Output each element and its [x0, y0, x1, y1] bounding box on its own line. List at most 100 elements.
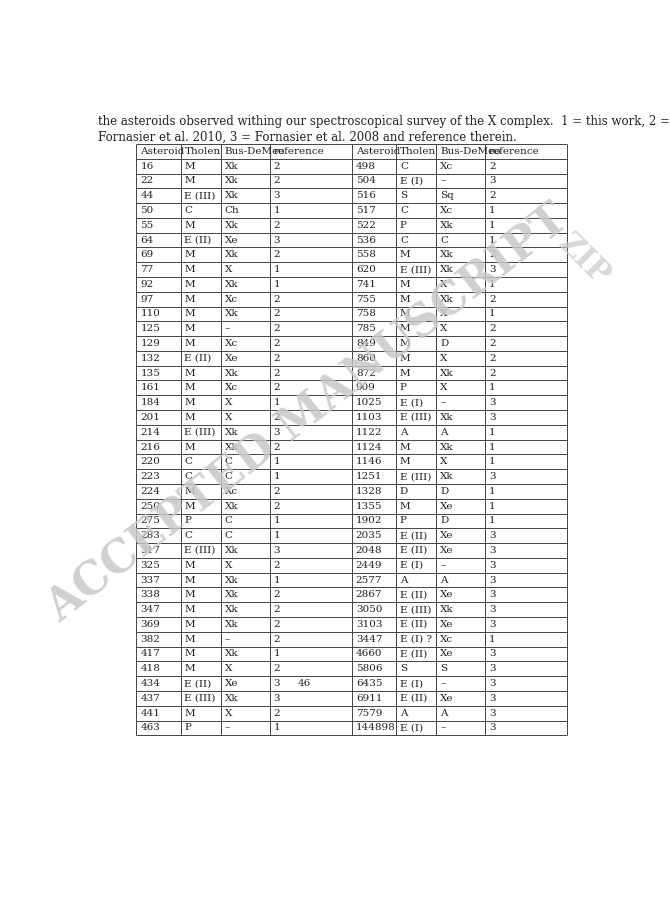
Text: 2: 2 [489, 324, 496, 333]
Text: 2: 2 [273, 339, 280, 348]
Text: 1: 1 [489, 383, 496, 392]
Text: 1: 1 [489, 502, 496, 511]
Text: ZIP: ZIP [551, 228, 616, 292]
Text: reference: reference [273, 147, 324, 156]
Text: E (II): E (II) [400, 532, 427, 541]
Text: M: M [184, 280, 195, 289]
Text: C: C [440, 235, 448, 244]
Text: 2: 2 [273, 709, 280, 718]
Text: M: M [184, 649, 195, 658]
Text: 3: 3 [489, 472, 496, 481]
Text: 1: 1 [489, 516, 496, 525]
Text: 755: 755 [356, 295, 376, 304]
Text: M: M [400, 339, 411, 348]
Text: 223: 223 [140, 472, 160, 481]
Text: 125: 125 [140, 324, 160, 333]
Text: 3: 3 [489, 694, 496, 703]
Text: E (III): E (III) [184, 427, 216, 436]
Text: E (II): E (II) [400, 590, 427, 599]
Text: 517: 517 [356, 206, 376, 215]
Text: 2: 2 [273, 162, 280, 171]
Text: 2: 2 [273, 221, 280, 230]
Text: 1: 1 [273, 280, 280, 289]
Text: 849: 849 [356, 339, 376, 348]
Text: M: M [184, 265, 195, 274]
Text: 77: 77 [140, 265, 153, 274]
Text: P: P [400, 383, 407, 392]
Text: 437: 437 [140, 694, 160, 703]
Text: E (I): E (I) [400, 724, 423, 733]
Text: Xk: Xk [225, 191, 239, 200]
Text: 338: 338 [140, 590, 160, 599]
Text: 2: 2 [489, 354, 496, 363]
Text: Tholen: Tholen [184, 147, 220, 156]
Text: 110: 110 [140, 310, 160, 319]
Text: E (I): E (I) [400, 679, 423, 688]
Text: 498: 498 [356, 162, 376, 171]
Text: Xk: Xk [440, 413, 454, 422]
Text: Xc: Xc [225, 339, 238, 348]
Text: Xk: Xk [225, 590, 239, 599]
Text: Xk: Xk [225, 502, 239, 511]
Text: X: X [440, 383, 448, 392]
Text: 1: 1 [489, 280, 496, 289]
Text: 418: 418 [140, 665, 160, 674]
Text: –: – [225, 635, 230, 644]
Text: 216: 216 [140, 443, 160, 452]
Text: S: S [440, 665, 448, 674]
Text: 250: 250 [140, 502, 160, 511]
Text: M: M [400, 502, 411, 511]
Text: 3: 3 [489, 398, 496, 407]
Text: Xk: Xk [225, 649, 239, 658]
Text: Xk: Xk [440, 368, 454, 377]
Text: 620: 620 [356, 265, 376, 274]
Text: 2035: 2035 [356, 532, 383, 541]
Text: 2: 2 [489, 191, 496, 200]
Text: E (II): E (II) [400, 694, 427, 703]
Text: C: C [225, 457, 232, 466]
Text: C: C [184, 472, 192, 481]
Text: 3: 3 [489, 605, 496, 614]
Text: Xe: Xe [440, 532, 454, 541]
Text: 1: 1 [273, 516, 280, 525]
Text: 1251: 1251 [356, 472, 383, 481]
Text: 224: 224 [140, 487, 160, 496]
Text: 2: 2 [489, 251, 496, 260]
Text: 201: 201 [140, 413, 160, 422]
Text: 434: 434 [140, 679, 160, 688]
Text: 184: 184 [140, 398, 160, 407]
Text: Xc: Xc [440, 635, 454, 644]
Text: D: D [440, 516, 448, 525]
Text: E (II): E (II) [184, 354, 212, 363]
Text: P: P [400, 221, 407, 230]
Text: M: M [184, 221, 195, 230]
Text: Xk: Xk [440, 265, 454, 274]
Text: P: P [184, 724, 192, 733]
Text: 3447: 3447 [356, 635, 383, 644]
Text: 2: 2 [273, 635, 280, 644]
Text: 3: 3 [489, 620, 496, 629]
Text: 7579: 7579 [356, 709, 383, 718]
Text: C: C [225, 516, 232, 525]
Text: 1: 1 [273, 457, 280, 466]
Text: M: M [400, 310, 411, 319]
Text: Xk: Xk [440, 605, 454, 614]
Text: X: X [440, 354, 448, 363]
Text: 1: 1 [273, 398, 280, 407]
Text: C: C [225, 532, 232, 541]
Text: Xk: Xk [225, 368, 239, 377]
Text: 2: 2 [273, 354, 280, 363]
Text: 1: 1 [489, 487, 496, 496]
Text: M: M [184, 310, 195, 319]
Text: X: X [440, 310, 448, 319]
Text: Ch: Ch [225, 206, 240, 215]
Text: Xk: Xk [225, 280, 239, 289]
Text: 1: 1 [489, 457, 496, 466]
Text: 1328: 1328 [356, 487, 383, 496]
Text: 382: 382 [140, 635, 160, 644]
Text: Fornasier et al. 2010, 3 = Fornasier et al. 2008 and reference therein.: Fornasier et al. 2010, 3 = Fornasier et … [98, 131, 517, 144]
Text: 2: 2 [489, 295, 496, 304]
Text: 1355: 1355 [356, 502, 383, 511]
Text: 1: 1 [489, 635, 496, 644]
Text: Xk: Xk [225, 251, 239, 260]
